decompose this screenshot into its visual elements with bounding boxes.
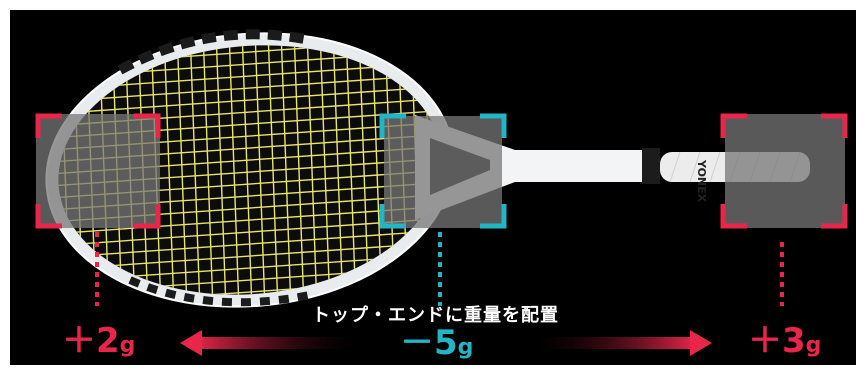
end-marker-frame (720, 113, 848, 229)
mid-weight-unit: g (457, 335, 474, 360)
mid-marker-frame (379, 113, 507, 229)
mid-weight-zone (384, 116, 502, 228)
mid-weight-sign: － (400, 323, 434, 363)
top-weight-label: ＋2g (62, 324, 135, 358)
mid-weight-value: 5 (434, 323, 458, 363)
end-weight-zone (725, 114, 845, 228)
mid-weight-label: －5g (400, 326, 473, 360)
end-weight-value: 3 (782, 321, 806, 361)
top-weight-value: 2 (96, 321, 120, 361)
end-weight-sign: ＋ (748, 321, 782, 361)
racket-illustration: YONEX (35, 29, 848, 356)
caption-text: トップ・エンドに重量を配置 (312, 305, 559, 326)
top-weight-zone (36, 114, 160, 228)
end-weight-unit: g (805, 333, 822, 358)
black-background-panel: YONEX (10, 10, 856, 365)
left-arrow-icon (180, 330, 356, 356)
top-weight-unit: g (119, 333, 136, 358)
right-arrow-icon (536, 330, 712, 356)
brand-logo: YONEX (695, 159, 708, 203)
top-weight-sign: ＋ (62, 321, 96, 361)
top-marker-frame (35, 113, 161, 229)
end-weight-label: ＋3g (748, 324, 821, 358)
